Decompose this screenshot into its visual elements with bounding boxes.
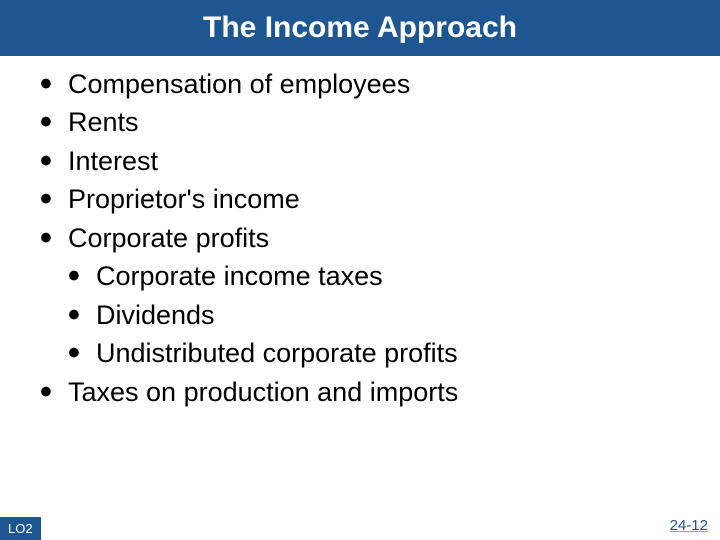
- title-bar: The Income Approach: [0, 0, 720, 56]
- bullet-text: Interest: [68, 146, 158, 176]
- list-item: Taxes on production and imports: [40, 374, 680, 410]
- bullet-text: Undistributed corporate profits: [96, 338, 458, 368]
- list-item: Compensation of employees: [40, 66, 680, 102]
- bullet-text: Compensation of employees: [68, 69, 410, 99]
- bullet-list: Compensation of employees Rents Interest…: [40, 66, 680, 410]
- sub-bullet-list: Corporate income taxes Dividends Undistr…: [68, 258, 680, 371]
- content-area: Compensation of employees Rents Interest…: [0, 56, 720, 410]
- bullet-text: Corporate income taxes: [96, 261, 383, 291]
- list-item: Rents: [40, 104, 680, 140]
- learning-objective-badge: LO2: [0, 517, 41, 540]
- bullet-text: Corporate profits: [68, 223, 269, 253]
- bullet-text: Taxes on production and imports: [68, 377, 458, 407]
- list-item: Undistributed corporate profits: [68, 335, 680, 371]
- bullet-text: Rents: [68, 107, 139, 137]
- list-item: Dividends: [68, 297, 680, 333]
- bullet-text: Dividends: [96, 300, 215, 330]
- page-number: 24-12: [670, 517, 708, 534]
- slide-title: The Income Approach: [203, 11, 517, 45]
- bullet-text: Proprietor's income: [68, 184, 300, 214]
- list-item: Interest: [40, 143, 680, 179]
- list-item: Proprietor's income: [40, 181, 680, 217]
- list-item: Corporate income taxes: [68, 258, 680, 294]
- list-item: Corporate profits Corporate income taxes…: [40, 220, 680, 372]
